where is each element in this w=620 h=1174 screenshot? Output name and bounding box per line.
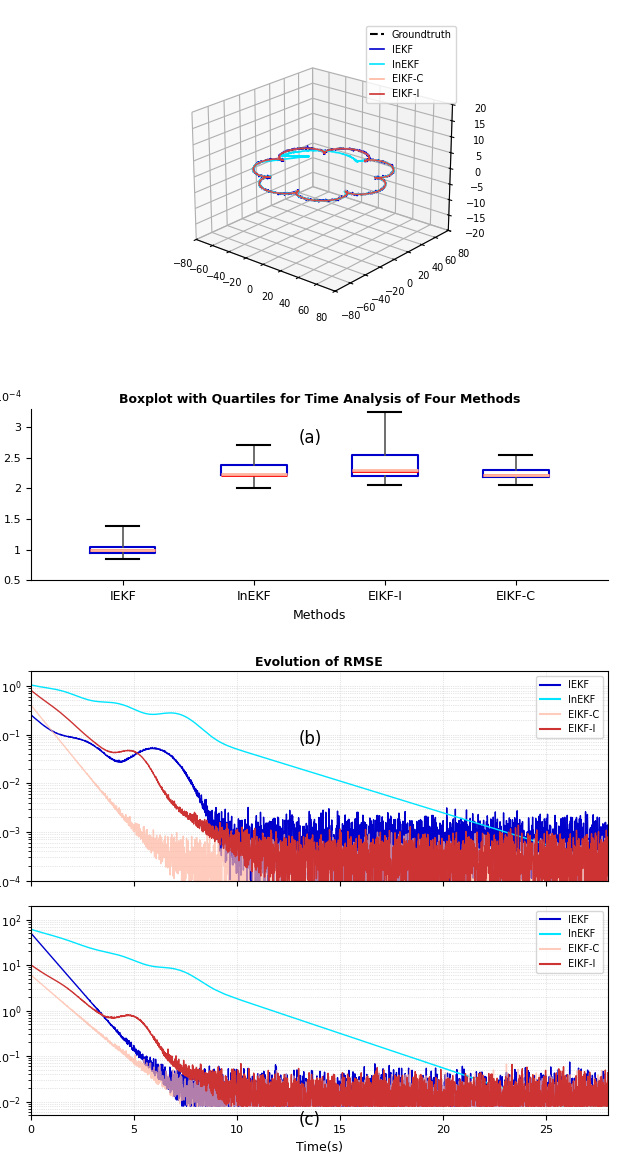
Legend: Groundtruth, IEKF, InEKF, EIKF-C, EIKF-I: Groundtruth, IEKF, InEKF, EIKF-C, EIKF-I — [366, 26, 456, 103]
EIKF-C — [190, 889, 198, 903]
InEKF — [600, 855, 608, 869]
InEKF — [502, 1082, 509, 1097]
EIKF-C — [288, 1099, 295, 1113]
EIKF-C — [184, 1099, 192, 1113]
IEKF — [27, 708, 35, 722]
EIKF-C — [27, 699, 35, 713]
EIKF-C — [604, 1099, 611, 1113]
EIKF-I — [502, 878, 510, 892]
EIKF-C — [502, 1099, 510, 1113]
Legend: IEKF, InEKF, EIKF-C, EIKF-I: IEKF, InEKF, EIKF-C, EIKF-I — [536, 676, 603, 738]
IEKF — [376, 871, 384, 885]
Title: Evolution of RMSE: Evolution of RMSE — [255, 655, 383, 669]
InEKF — [604, 1099, 611, 1113]
InEKF — [502, 825, 509, 839]
InEKF — [287, 1010, 294, 1024]
EIKF-C — [600, 1099, 608, 1113]
IEKF — [604, 1099, 611, 1113]
EIKF-C — [376, 889, 384, 903]
InEKF — [601, 1099, 609, 1113]
IEKF — [600, 1099, 608, 1113]
IEKF — [600, 856, 608, 870]
InEKF — [604, 856, 611, 870]
EIKF-C — [604, 861, 611, 875]
IEKF — [376, 1099, 384, 1113]
InEKF — [287, 758, 294, 772]
EIKF-C — [242, 889, 249, 903]
EIKF-I — [27, 683, 35, 697]
IEKF — [482, 841, 489, 855]
IEKF — [243, 878, 250, 892]
EIKF-I — [265, 878, 272, 892]
InEKF — [376, 1040, 384, 1054]
EIKF-I — [600, 1079, 608, 1093]
X-axis label: Methods: Methods — [293, 608, 346, 621]
InEKF — [481, 818, 489, 832]
Text: (a): (a) — [298, 429, 322, 446]
EIKF-I — [376, 844, 384, 858]
EIKF-C — [482, 1099, 489, 1113]
IEKF — [482, 1081, 489, 1095]
Line: EIKF-I: EIKF-I — [31, 965, 608, 1106]
EIKF-C — [482, 835, 489, 849]
EIKF-I — [376, 1099, 384, 1113]
InEKF — [27, 923, 35, 937]
Line: IEKF: IEKF — [31, 715, 608, 885]
Text: (b): (b) — [298, 730, 322, 748]
IEKF — [502, 1097, 510, 1111]
IEKF — [178, 1099, 185, 1113]
InEKF — [242, 994, 249, 1008]
InEKF — [600, 1099, 608, 1113]
Text: (c): (c) — [299, 1112, 321, 1129]
EIKF-I — [288, 845, 295, 859]
InEKF — [27, 677, 35, 691]
EIKF-I — [242, 1072, 249, 1086]
Line: EIKF-C: EIKF-C — [31, 706, 608, 896]
EIKF-C — [288, 863, 295, 877]
InEKF — [481, 1075, 489, 1089]
InEKF — [242, 744, 249, 758]
Line: EIKF-I: EIKF-I — [31, 690, 608, 885]
Line: InEKF: InEKF — [31, 684, 608, 863]
EIKF-C — [242, 1099, 249, 1113]
EIKF-I — [288, 1081, 295, 1095]
Title: Boxplot with Quartiles for Time Analysis of Four Methods: Boxplot with Quartiles for Time Analysis… — [118, 393, 520, 406]
EIKF-C — [502, 845, 510, 859]
EIKF-I — [482, 878, 489, 892]
EIKF-I — [242, 832, 249, 846]
InEKF — [376, 787, 384, 801]
IEKF — [242, 849, 249, 863]
EIKF-I — [502, 1070, 510, 1084]
IEKF — [288, 1088, 295, 1102]
EIKF-C — [600, 861, 608, 875]
IEKF — [288, 810, 295, 824]
IEKF — [27, 926, 35, 940]
IEKF — [242, 1078, 249, 1092]
IEKF — [502, 842, 510, 856]
EIKF-I — [604, 1066, 611, 1080]
EIKF-I — [228, 1099, 235, 1113]
Line: InEKF: InEKF — [31, 930, 608, 1106]
EIKF-I — [27, 958, 35, 972]
EIKF-I — [600, 869, 608, 883]
Text: $\times10^{-4}$: $\times10^{-4}$ — [0, 389, 22, 405]
Line: EIKF-C: EIKF-C — [31, 976, 608, 1106]
EIKF-I — [604, 857, 611, 871]
EIKF-C — [376, 1099, 384, 1113]
Line: IEKF: IEKF — [31, 933, 608, 1106]
X-axis label: Time(s): Time(s) — [296, 1141, 343, 1154]
EIKF-I — [482, 1099, 489, 1113]
Legend: IEKF, InEKF, EIKF-C, EIKF-I: IEKF, InEKF, EIKF-C, EIKF-I — [536, 911, 603, 973]
EIKF-C — [27, 969, 35, 983]
IEKF — [604, 836, 611, 850]
